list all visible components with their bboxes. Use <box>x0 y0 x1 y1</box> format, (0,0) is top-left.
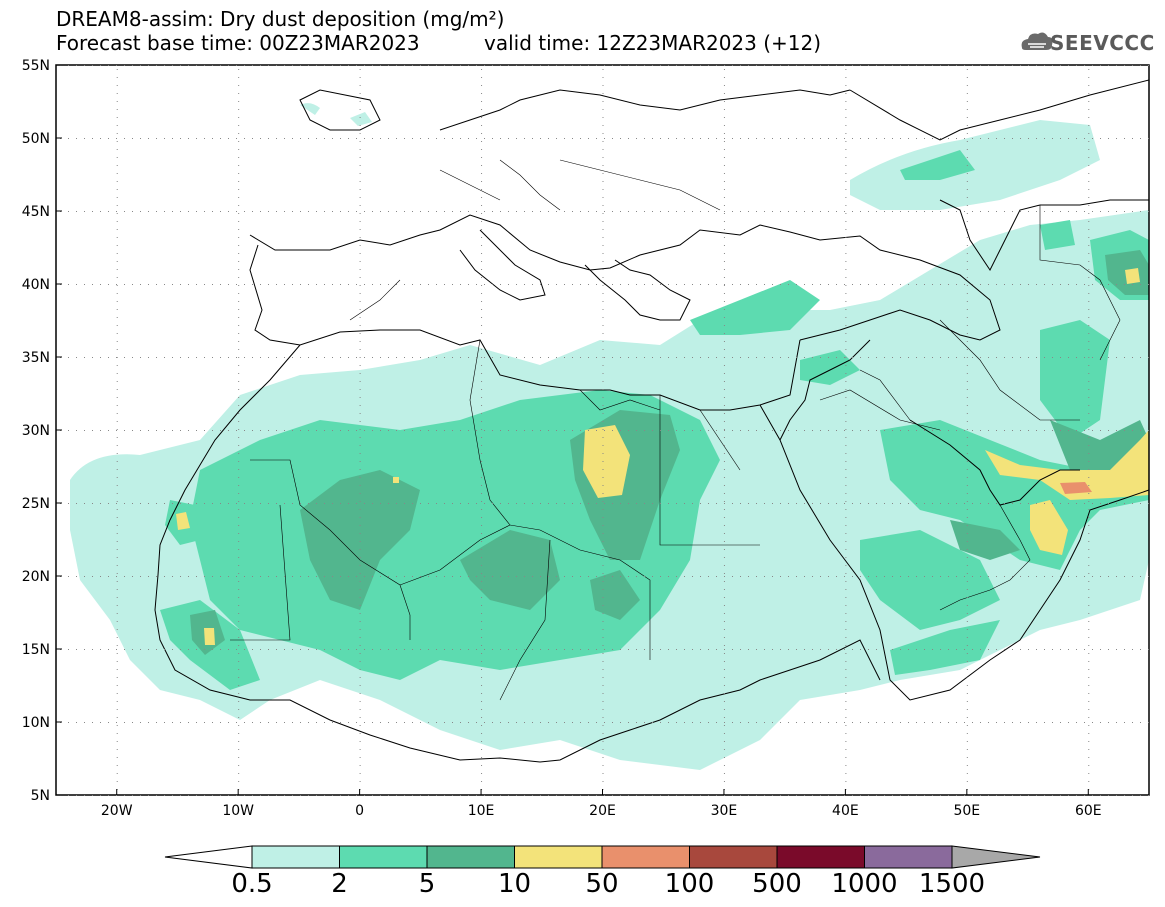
colorbar-label: 50 <box>585 869 619 899</box>
latitude-tick-label: 40N <box>22 277 50 293</box>
logo-text: SEEVCCC <box>1050 31 1155 55</box>
longitude-tick-label: 50E <box>953 803 980 819</box>
forecast-base-time: Forecast base time: 00Z23MAR2023 <box>56 31 420 55</box>
latitude-tick-label: 45N <box>22 204 50 220</box>
colorbar-high-arrow <box>951 845 1041 869</box>
latitude-tick-label: 15N <box>22 642 50 658</box>
colorbar-swatch <box>864 845 953 869</box>
country-borders <box>230 159 1121 701</box>
colorbar-swatch <box>776 845 865 869</box>
colorbar-swatch <box>251 845 340 869</box>
colorbar-swatch <box>601 845 690 869</box>
colorbar-swatch <box>426 845 515 869</box>
longitude-tick-label: 10W <box>222 803 254 819</box>
dust-level-10-50-region <box>176 268 1149 645</box>
map-title: DREAM8-assim: Dry dust deposition (mg/m²… <box>56 7 505 31</box>
colorbar-label: 1000 <box>831 869 898 899</box>
longitude-tick-label: 30E <box>711 803 738 819</box>
latitude-tick-label: 5N <box>31 788 50 804</box>
valid-time: valid time: 12Z23MAR2023 (+12) <box>484 31 822 55</box>
longitude-tick-label: 40E <box>832 803 859 819</box>
longitude-tick-label: 20W <box>101 803 133 819</box>
graticule <box>60 65 1149 796</box>
colorbar-swatch <box>514 845 603 869</box>
longitude-tick-label: 20E <box>589 803 616 819</box>
latitude-ticks: 55N 50N 45N 40N 35N 30N 25N 20N 15N 10N 5N <box>22 58 62 804</box>
latitude-tick-label: 35N <box>22 350 50 366</box>
longitude-tick-label: 60E <box>1075 803 1102 819</box>
colorbar-label: 2 <box>331 869 348 899</box>
latitude-tick-label: 10N <box>22 715 50 731</box>
colorbar-label: 500 <box>752 869 802 899</box>
colorbar-swatch <box>689 845 778 869</box>
seevccc-logo-icon <box>1021 32 1053 50</box>
colorbar-swatch <box>339 845 428 869</box>
colorbar-label: 1500 <box>918 869 986 899</box>
latitude-tick-label: 25N <box>22 496 50 512</box>
colorbar-low-arrow <box>164 845 253 869</box>
longitude-tick-label: 0 <box>355 803 364 819</box>
latitude-tick-label: 50N <box>22 131 50 147</box>
dust-level-50-100-region <box>1060 482 1092 494</box>
latitude-tick-label: 30N <box>22 423 50 439</box>
coastlines <box>154 79 1149 763</box>
colorbar-label: 5 <box>418 869 436 899</box>
longitude-tick-label: 10E <box>468 803 495 819</box>
latitude-tick-label: 55N <box>22 58 50 74</box>
longitude-ticks: 20W 10W 0 10E 20E 30E 40E 50E 60E <box>101 789 1102 819</box>
colorbar-label: 10 <box>497 869 532 899</box>
colorbar <box>164 845 1041 869</box>
colorbar-label: 0.5 <box>231 869 273 899</box>
colorbar-label: 100 <box>664 869 715 899</box>
latitude-tick-label: 20N <box>22 569 50 585</box>
